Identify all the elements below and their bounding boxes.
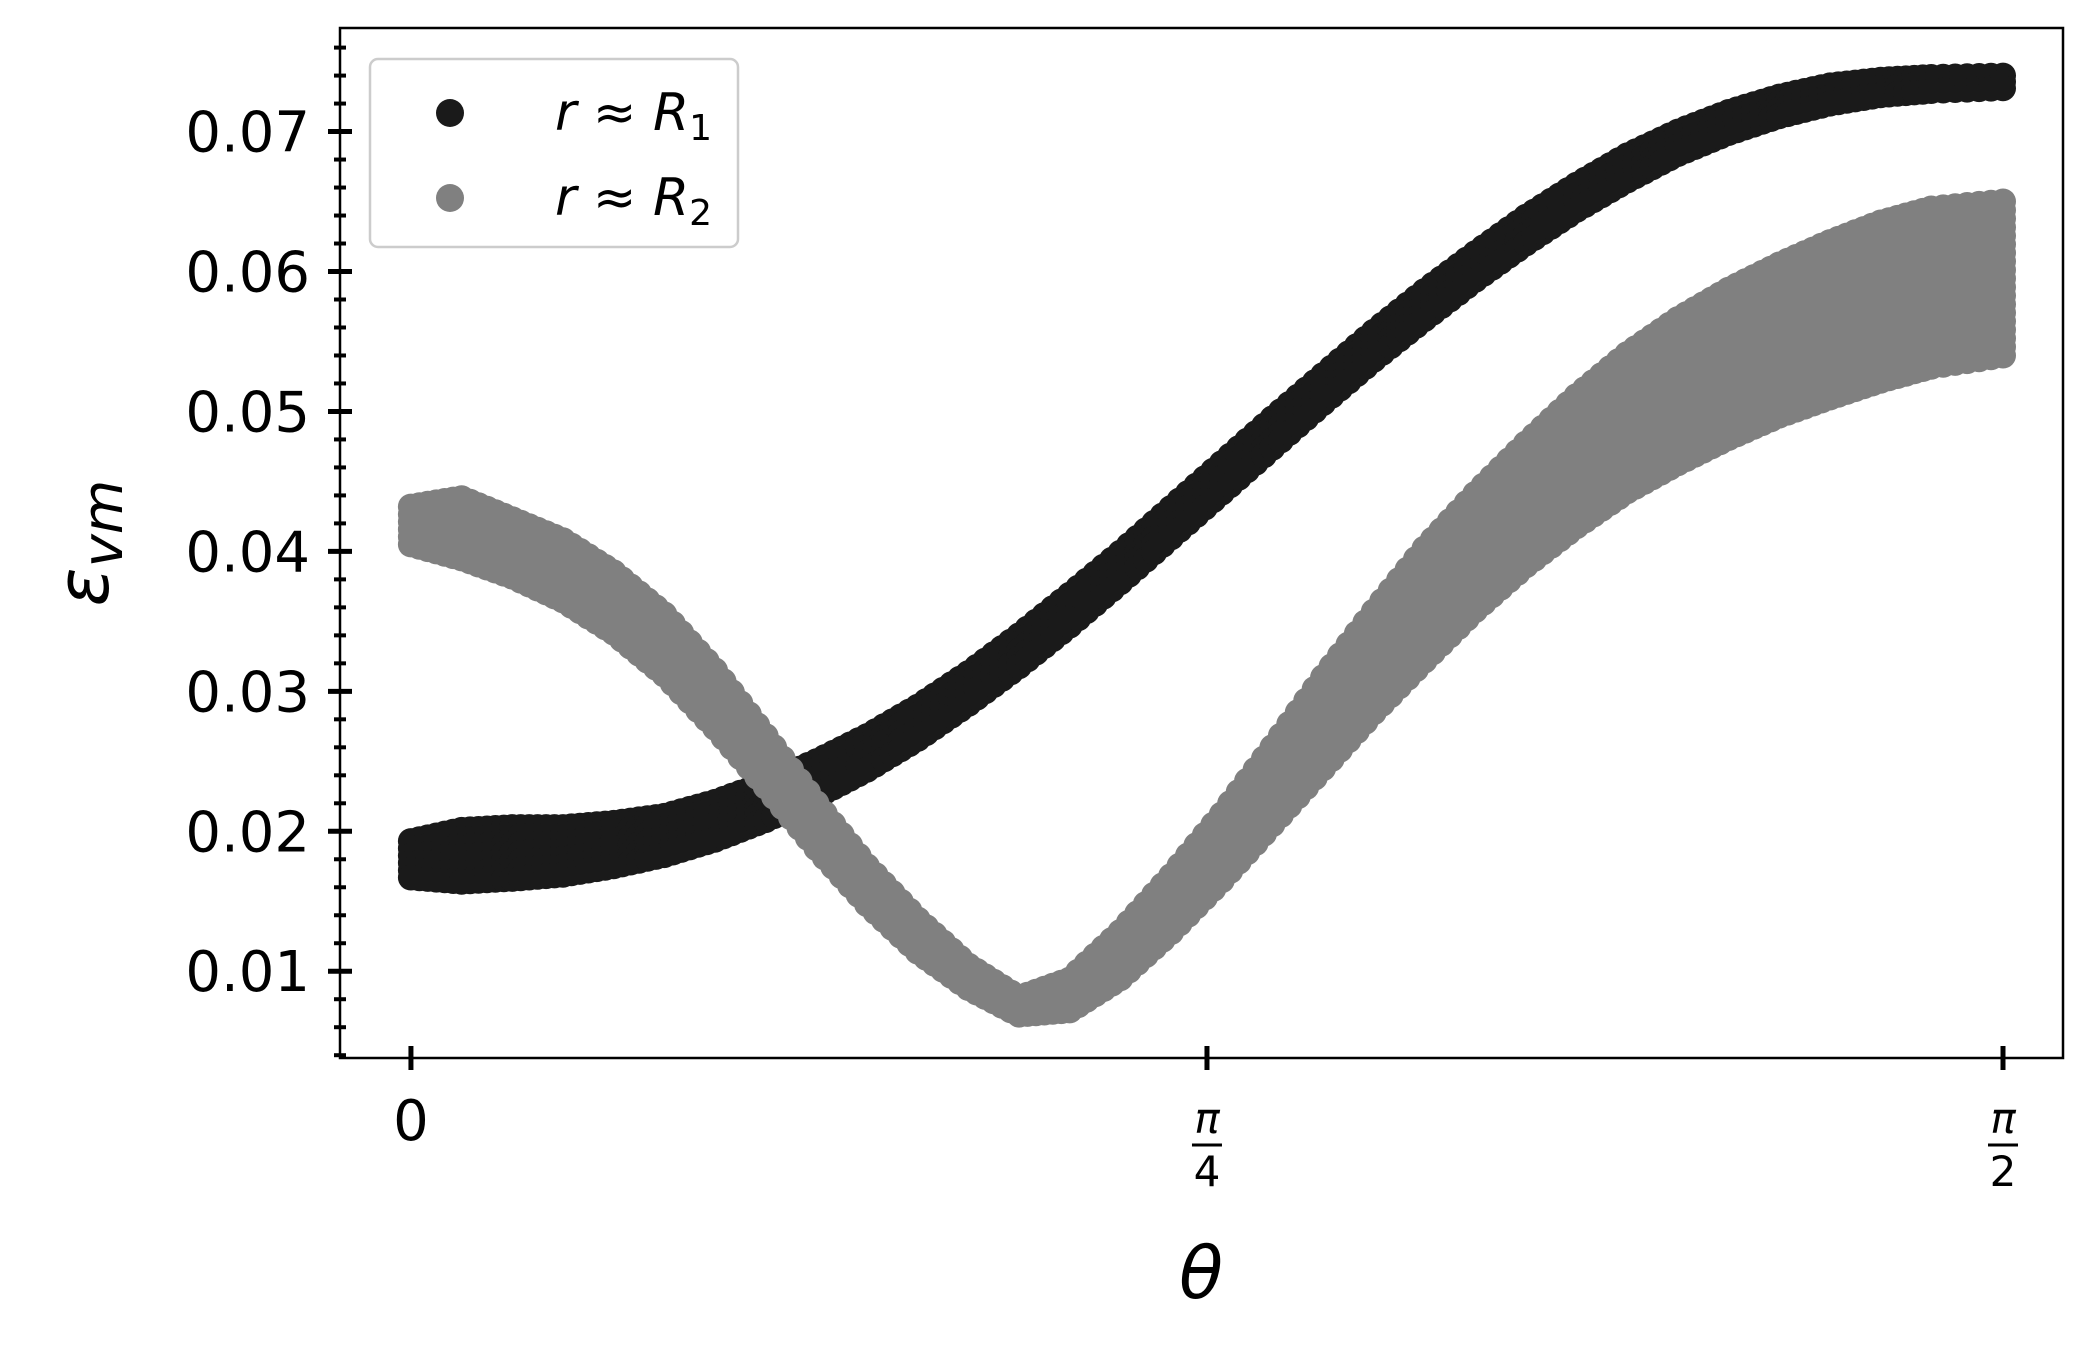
fraction-denominator: 4 xyxy=(1194,1147,1221,1196)
data-point xyxy=(1990,75,2016,102)
legend-entry-r2: r ≈ R2 xyxy=(555,168,712,234)
legend-subscript-r1: 1 xyxy=(689,108,712,149)
y-axis-title-main: ε xyxy=(41,567,125,606)
y-tick-label: 0.01 xyxy=(185,940,310,1005)
legend-label-r1: r ≈ R xyxy=(555,83,689,143)
data-points-layer xyxy=(397,62,2016,1028)
y-tick-label: 0.06 xyxy=(185,241,310,306)
fraction-denominator: 2 xyxy=(1990,1147,2017,1196)
y-axis-title: εvm xyxy=(41,480,136,607)
legend-marker-r2 xyxy=(436,184,464,212)
y-tick-label: 0.07 xyxy=(185,101,310,166)
fraction-numerator: π xyxy=(1990,1094,2016,1143)
y-tick-label: 0.05 xyxy=(185,380,310,445)
x-tick-label-fraction: π4 xyxy=(1191,1094,1222,1196)
y-tick-label: 0.04 xyxy=(185,520,310,585)
y-axis: 0.01 0.02 0.03 0.04 0.05 0.06 0.07 xyxy=(185,45,352,1058)
legend-label-r2: r ≈ R xyxy=(555,168,689,228)
fraction-numerator: π xyxy=(1194,1094,1220,1143)
x-tick-label: 0 xyxy=(393,1089,429,1154)
y-tick-label: 0.03 xyxy=(185,660,310,725)
series-1 xyxy=(397,62,2016,895)
x-tick-label-fraction: π2 xyxy=(1987,1094,2018,1196)
series-2 xyxy=(397,188,2016,1028)
data-point xyxy=(1990,342,2016,369)
legend-entry-r1: r ≈ R1 xyxy=(555,83,712,149)
y-tick-label: 0.02 xyxy=(185,800,310,865)
x-axis-title: θ xyxy=(1179,1231,1223,1315)
legend-subscript-r2: 2 xyxy=(689,193,712,234)
legend: r ≈ R1 r ≈ R2 xyxy=(368,57,740,249)
legend-marker-r1 xyxy=(436,99,464,127)
y-axis-title-subscript: vm xyxy=(71,480,136,568)
